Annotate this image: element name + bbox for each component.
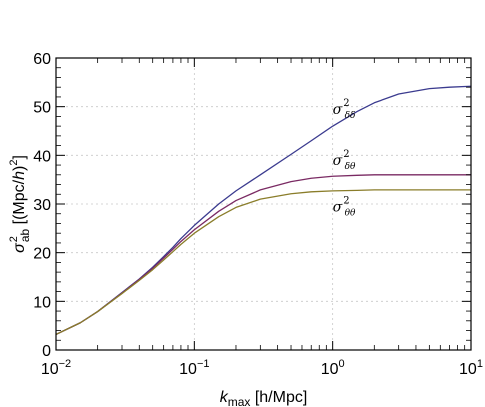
series-label-sup: 2 (343, 98, 349, 109)
series-line-1 (55, 85, 472, 336)
x-axis-title-rest: [h/Mpc] (250, 389, 307, 406)
y-axis-title-close: ) (11, 166, 28, 171)
y-axis-title-sub: ab (18, 228, 32, 242)
x-tick-label: 10−2 (41, 358, 71, 378)
grid-lines (56, 58, 471, 350)
series-lines (55, 85, 472, 336)
x-axis-title: kmax [h/Mpc] (220, 389, 308, 407)
series-label-1: σ2 δδ (333, 98, 356, 121)
series-label-3: σ2 θθ (333, 195, 356, 218)
series-label-sup: 2 (343, 195, 349, 206)
x-tick-label: 100 (321, 358, 345, 378)
y-tick-label: 20 (33, 246, 51, 263)
x-tick-label: 10−1 (179, 358, 209, 378)
series-label-main: σ (333, 153, 343, 169)
x-tick-exp: −1 (197, 358, 210, 370)
y-axis-title-main: σ (11, 242, 28, 253)
y-tick-label: 40 (33, 148, 51, 165)
y-tick-label: 60 (33, 51, 51, 68)
y-axis-title-end: ] (11, 155, 28, 159)
x-tick-exp: 1 (477, 358, 483, 370)
series-line-3 (55, 189, 471, 336)
x-tick-base: 10 (459, 361, 477, 378)
series-label-sub: δθ (345, 162, 356, 172)
y-tick-label: 10 (33, 294, 51, 311)
x-axis-title-main: k (220, 389, 229, 406)
x-tick-base: 10 (321, 361, 339, 378)
y-axis-title-rest: [(Mpc/ (11, 179, 28, 228)
y-axis-title-sup: 2 (8, 236, 20, 242)
series-label-sub: δδ (345, 111, 356, 121)
y-tick-label: 50 (33, 100, 51, 117)
series-label-main: σ (333, 199, 343, 215)
y-tick-label: 0 (42, 343, 51, 360)
y-axis-title-italic: h (11, 171, 28, 180)
y-axis-title: σ2ab [(Mpc/h)2] (8, 155, 32, 253)
series-label-2: σ2 δθ (333, 149, 356, 172)
x-tick-base: 10 (41, 361, 59, 378)
plot-frame (55, 57, 472, 351)
series-label-main: σ (333, 102, 343, 118)
x-tick-exp: −2 (59, 358, 72, 370)
series-label-sub: θθ (345, 208, 356, 218)
x-tick-label: 101 (459, 358, 483, 378)
series-label-sup: 2 (343, 149, 349, 160)
y-axis-title-close-sup: 2 (8, 160, 20, 166)
y-tick-label: 30 (33, 197, 51, 214)
x-tick-base: 10 (179, 361, 197, 378)
axis-ticks (55, 57, 472, 351)
x-axis-title-sub: max (228, 395, 251, 407)
x-tick-exp: 0 (339, 358, 345, 370)
